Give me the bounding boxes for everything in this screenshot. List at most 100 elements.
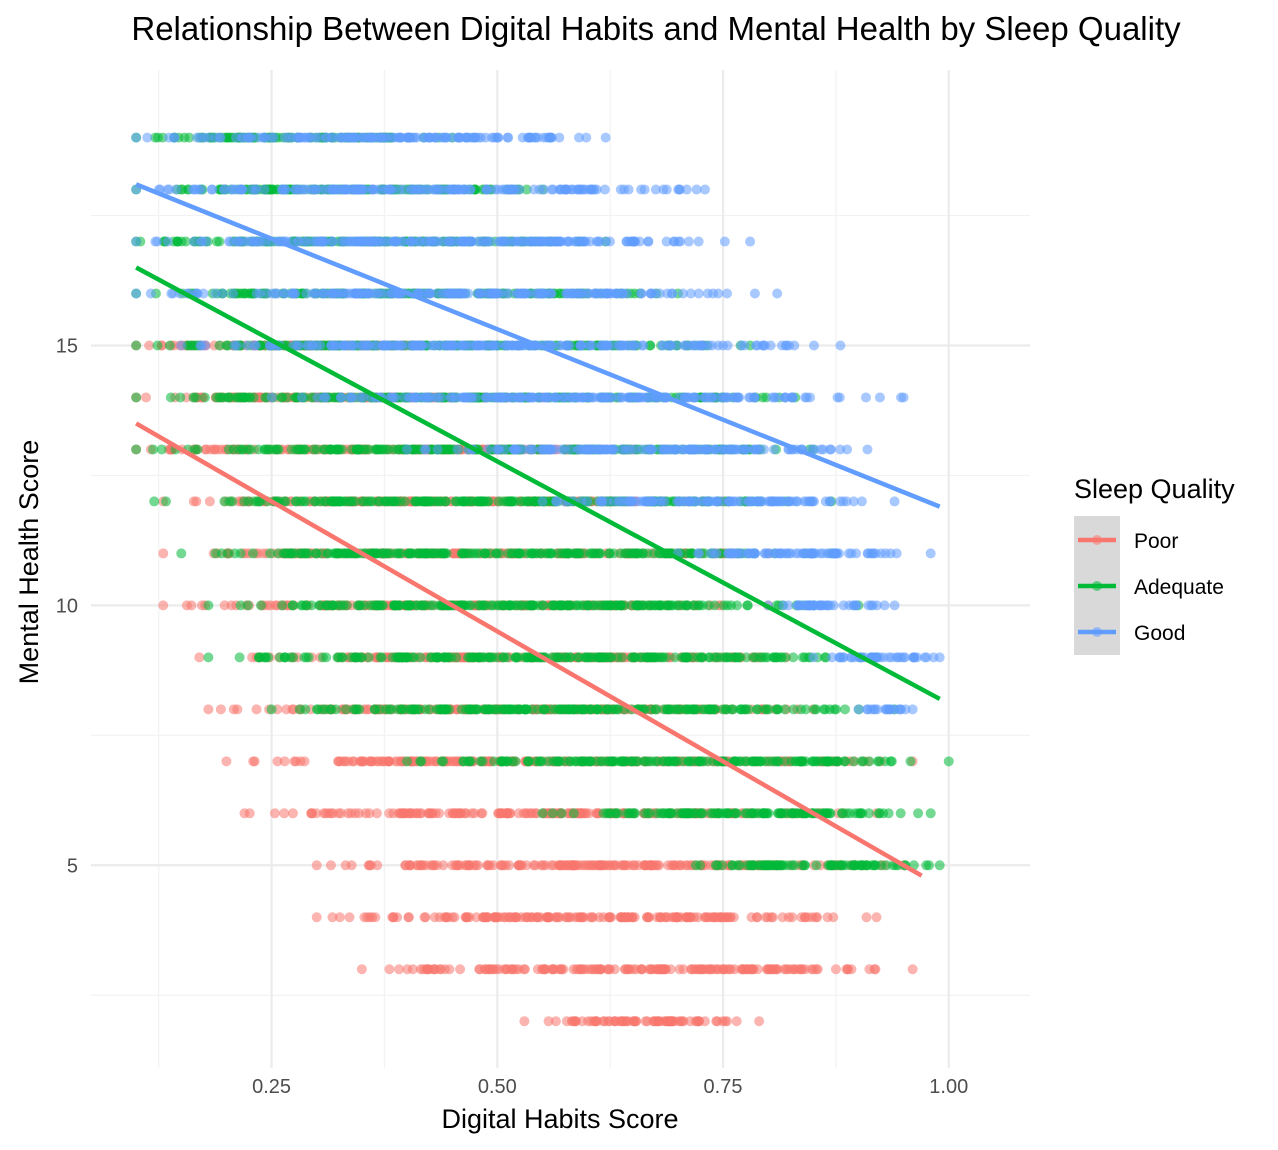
data-point <box>455 808 466 819</box>
data-point <box>311 860 322 871</box>
data-point <box>800 964 811 975</box>
data-point <box>795 756 806 767</box>
data-point <box>452 860 463 871</box>
data-point <box>402 756 413 767</box>
data-point <box>669 756 680 767</box>
data-point <box>325 860 336 871</box>
data-point <box>848 860 859 871</box>
data-point <box>681 652 692 663</box>
data-point <box>663 860 674 871</box>
data-point <box>164 340 175 351</box>
data-point <box>140 392 151 403</box>
data-point <box>489 756 500 767</box>
data-point <box>734 756 745 767</box>
data-point <box>373 600 384 611</box>
data-point <box>222 548 233 559</box>
data-point <box>513 704 524 715</box>
data-point <box>422 808 433 819</box>
data-point <box>287 808 298 819</box>
data-point <box>199 392 210 403</box>
data-point <box>320 704 331 715</box>
data-point <box>400 860 411 871</box>
data-point <box>856 756 867 767</box>
data-point <box>642 912 653 923</box>
data-point <box>871 912 882 923</box>
data-point <box>319 496 330 507</box>
data-point <box>214 340 225 351</box>
data-point <box>585 704 596 715</box>
data-point <box>311 444 322 455</box>
data-point <box>907 704 918 715</box>
data-point <box>712 964 723 975</box>
data-point <box>210 444 221 455</box>
data-point <box>678 964 689 975</box>
data-point <box>451 652 462 663</box>
data-point <box>287 600 298 611</box>
data-point <box>660 652 671 663</box>
data-point <box>657 600 668 611</box>
data-point <box>787 860 798 871</box>
data-point <box>505 704 516 715</box>
data-point <box>348 756 359 767</box>
data-point <box>179 132 190 143</box>
data-point <box>548 860 559 871</box>
data-point <box>880 756 891 767</box>
data-point <box>203 704 214 715</box>
data-point <box>913 808 924 819</box>
data-point <box>501 964 512 975</box>
data-point <box>345 496 356 507</box>
data-point <box>530 860 541 871</box>
data-point <box>383 756 394 767</box>
data-point <box>588 548 599 559</box>
data-point <box>617 756 628 767</box>
data-point <box>548 964 559 975</box>
data-point <box>650 1016 661 1027</box>
data-point <box>584 912 595 923</box>
data-point <box>830 964 841 975</box>
data-point <box>298 496 309 507</box>
data-point <box>281 704 292 715</box>
data-point <box>327 912 338 923</box>
data-point <box>645 340 656 351</box>
data-point <box>234 652 245 663</box>
data-point <box>298 548 309 559</box>
data-point <box>210 548 221 559</box>
data-point <box>604 1016 615 1027</box>
data-point <box>272 444 283 455</box>
data-point <box>655 912 666 923</box>
data-point <box>335 756 346 767</box>
data-point <box>522 808 533 819</box>
data-point <box>864 756 875 767</box>
data-point <box>895 704 906 715</box>
data-point <box>742 600 753 611</box>
data-point <box>584 860 595 871</box>
data-point <box>431 704 442 715</box>
data-point <box>702 756 713 767</box>
data-point <box>350 808 361 819</box>
data-point <box>581 808 592 819</box>
data-point <box>311 912 322 923</box>
data-point <box>561 912 572 923</box>
data-point <box>565 860 576 871</box>
data-point <box>810 912 821 923</box>
data-point <box>774 860 785 871</box>
data-point <box>717 860 728 871</box>
data-point <box>830 704 841 715</box>
data-point <box>378 548 389 559</box>
data-point <box>455 496 466 507</box>
data-point <box>725 912 736 923</box>
data-point <box>393 600 404 611</box>
data-point <box>416 756 427 767</box>
data-point <box>190 444 201 455</box>
data-point <box>809 704 820 715</box>
data-point <box>285 548 296 559</box>
data-point <box>224 496 235 507</box>
data-point <box>152 340 163 351</box>
data-point <box>191 496 202 507</box>
data-point <box>270 600 281 611</box>
data-point <box>705 808 716 819</box>
data-point <box>384 496 395 507</box>
data-point <box>387 912 398 923</box>
data-point <box>232 704 243 715</box>
data-point <box>572 548 583 559</box>
